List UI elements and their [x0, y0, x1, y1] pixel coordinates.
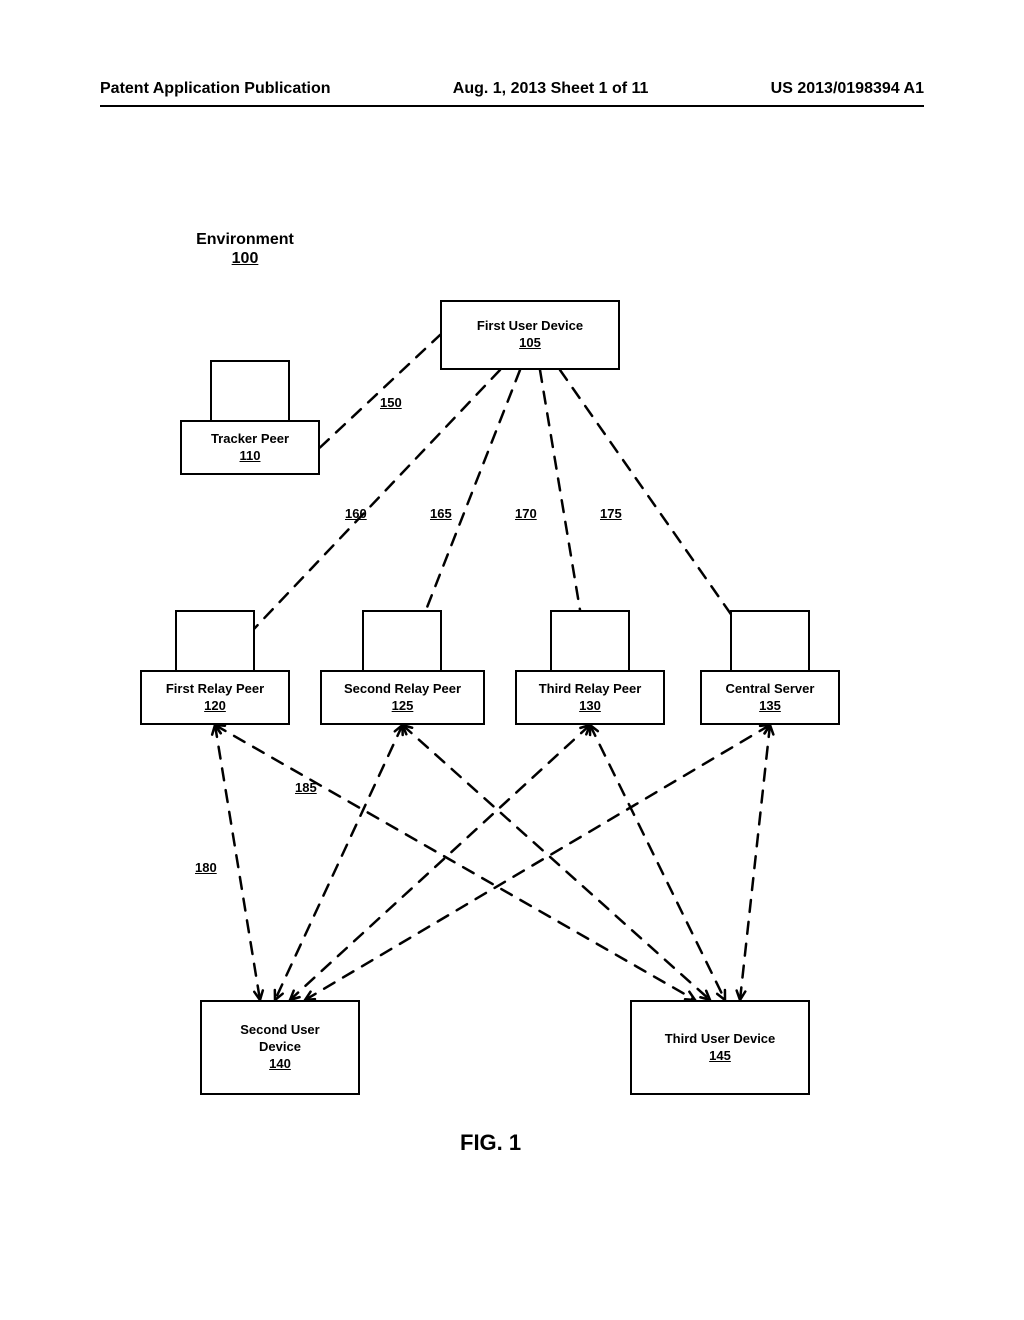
third_user-ref: 145: [709, 1048, 731, 1065]
edge-label-170: 170: [515, 506, 537, 521]
edge-label-185: 185: [295, 780, 317, 795]
second_user-node: Second UserDevice140: [200, 1000, 360, 1095]
header-rule: [100, 105, 924, 107]
relay3-screen-icon: [550, 610, 630, 670]
relay1-label: First Relay Peer: [166, 681, 264, 698]
relay1-screen-icon: [175, 610, 255, 670]
environment-title: Environment 100: [185, 230, 305, 268]
second_user-label: Second UserDevice: [240, 1022, 319, 1056]
tracker-screen-icon: [210, 360, 290, 420]
page: Patent Application Publication Aug. 1, 2…: [0, 0, 1024, 1320]
relay2-screen-icon: [362, 610, 442, 670]
header-center: Aug. 1, 2013 Sheet 1 of 11: [453, 80, 649, 98]
edge-label-165: 165: [430, 506, 452, 521]
central-label: Central Server: [726, 681, 815, 698]
relay1-node: First Relay Peer120: [140, 670, 290, 725]
relay1-ref: 120: [204, 698, 226, 715]
environment-label: Environment: [196, 231, 294, 248]
diagram: Environment 100 First User Device105 Trac…: [100, 200, 920, 1100]
first_user-node: First User Device105: [440, 300, 620, 370]
relay2-label: Second Relay Peer: [344, 681, 461, 698]
relay2-ref: 125: [392, 698, 414, 715]
third_user-node: Third User Device145: [630, 1000, 810, 1095]
relay2-node: Second Relay Peer125: [320, 670, 485, 725]
relay3-node: Third Relay Peer130: [515, 670, 665, 725]
relay3-ref: 130: [579, 698, 601, 715]
tracker-node: Tracker Peer110: [180, 420, 320, 475]
edge-label-175: 175: [600, 506, 622, 521]
first_user-ref: 105: [519, 335, 541, 352]
environment-ref: 100: [185, 249, 305, 268]
first_user-label: First User Device: [477, 318, 583, 335]
central-screen-icon: [730, 610, 810, 670]
header-right: US 2013/0198394 A1: [771, 80, 924, 98]
second_user-ref: 140: [269, 1056, 291, 1073]
edge-label-180: 180: [195, 860, 217, 875]
central-ref: 135: [759, 698, 781, 715]
edge-label-160: 160: [345, 506, 367, 521]
tracker-label: Tracker Peer: [211, 431, 289, 448]
edge-label-150: 150: [380, 395, 402, 410]
figure-caption: FIG. 1: [460, 1130, 521, 1156]
header-left: Patent Application Publication: [100, 80, 331, 98]
third_user-label: Third User Device: [665, 1031, 776, 1048]
central-node: Central Server135: [700, 670, 840, 725]
relay3-label: Third Relay Peer: [539, 681, 642, 698]
page-header: Patent Application Publication Aug. 1, 2…: [100, 80, 924, 98]
tracker-ref: 110: [240, 448, 261, 465]
